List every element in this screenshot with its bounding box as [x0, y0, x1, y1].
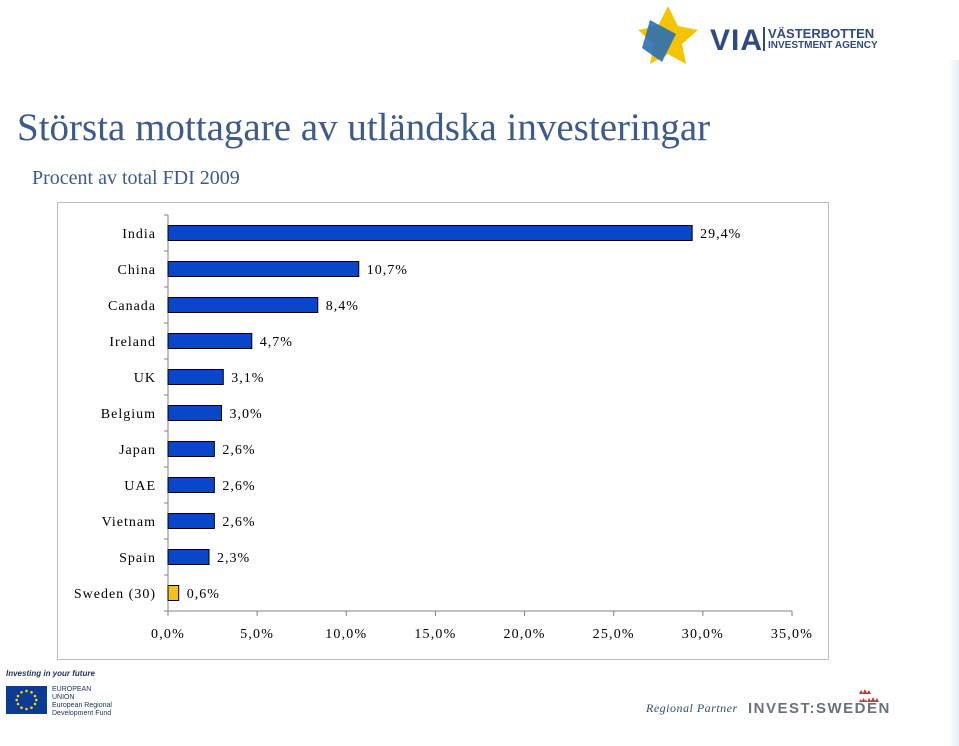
category-label: Belgium	[101, 407, 156, 422]
eu-line: Development Fund	[52, 710, 112, 717]
bar	[167, 513, 215, 529]
page-title: Största mottagare av utländska investeri…	[17, 106, 711, 149]
right-edge-shade	[949, 60, 959, 746]
via-star-logo-icon	[638, 6, 698, 64]
x-tick-label: 0,0%	[151, 627, 185, 642]
bar	[167, 225, 693, 241]
bar	[167, 261, 360, 277]
via-logo-divider	[763, 27, 765, 51]
category-label: Vietnam	[102, 515, 156, 530]
eu-fund-text: EUROPEAN UNION European Regional Develop…	[52, 686, 112, 718]
bar	[167, 405, 222, 421]
eu-caption: Investing in your future	[6, 669, 95, 678]
category-label: Sweden (30)	[74, 587, 156, 602]
x-tick-label: 5,0%	[240, 627, 274, 642]
data-label: 2,3%	[217, 551, 250, 566]
category-label: Ireland	[109, 335, 156, 350]
data-label: 10,7%	[367, 263, 408, 278]
category-label: UAE	[124, 479, 156, 494]
data-label: 0,6%	[187, 587, 220, 602]
regional-partner-label: Regional Partner	[646, 701, 738, 715]
three-crowns-icon	[859, 689, 879, 702]
data-label: 2,6%	[222, 479, 255, 494]
via-logo-line2: INVESTMENT AGENCY	[768, 40, 878, 51]
eu-line: EUROPEAN	[52, 686, 92, 693]
bar	[167, 369, 224, 385]
eu-flag-icon	[6, 686, 47, 714]
bar	[167, 477, 215, 493]
data-label: 2,6%	[222, 515, 255, 530]
via-logo-text: VIA	[710, 24, 764, 57]
category-label: China	[118, 263, 156, 278]
data-label: 4,7%	[260, 335, 293, 350]
category-label: India	[122, 227, 156, 242]
category-label: Canada	[108, 299, 156, 314]
x-tick-label: 35,0%	[771, 627, 813, 642]
bar	[167, 297, 319, 313]
page-subtitle: Procent av total FDI 2009	[32, 167, 240, 189]
invest-sweden-logo-text: INVEST:SWEDEN	[748, 700, 891, 717]
data-label: 3,1%	[231, 371, 264, 386]
eu-line: European Regional	[52, 702, 112, 709]
bar	[167, 333, 253, 349]
category-label: Japan	[119, 443, 156, 458]
x-tick-label: 25,0%	[593, 627, 635, 642]
data-label: 8,4%	[326, 299, 359, 314]
x-tick-label: 20,0%	[503, 627, 545, 642]
bar	[167, 549, 210, 565]
x-tick-label: 10,0%	[325, 627, 367, 642]
x-tick-label: 30,0%	[682, 627, 724, 642]
bar	[167, 585, 180, 601]
x-tick-label: 15,0%	[414, 627, 456, 642]
chart-frame	[57, 202, 829, 660]
via-logo-line1: VÄSTERBOTTEN	[768, 26, 875, 41]
bar	[167, 441, 215, 457]
data-label: 2,6%	[222, 443, 255, 458]
category-label: Spain	[119, 551, 156, 566]
category-label: UK	[134, 371, 156, 386]
eu-line: UNION	[52, 694, 75, 701]
data-label: 29,4%	[700, 227, 741, 242]
data-label: 3,0%	[229, 407, 262, 422]
